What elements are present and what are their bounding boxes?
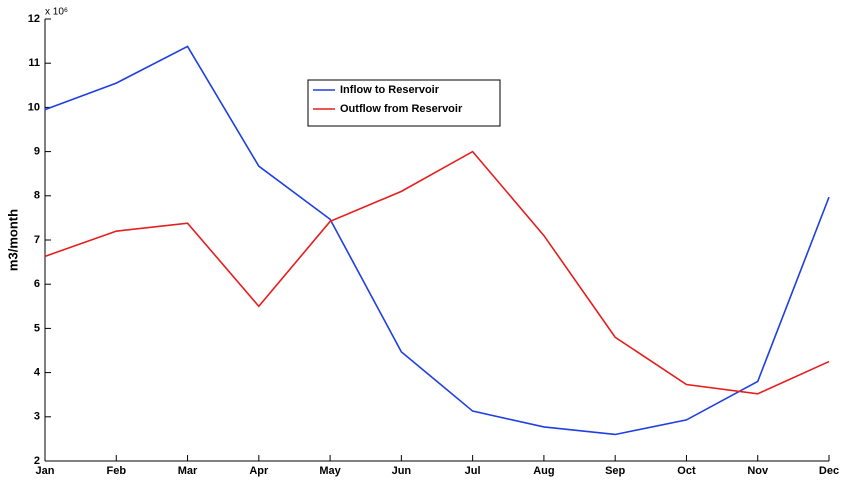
y-tick-label: 3 [34, 411, 40, 423]
x-tick-label: Sep [605, 465, 625, 477]
legend-box [307, 79, 501, 127]
x-tick-label: Feb [106, 465, 126, 477]
y-tick-label: 4 [34, 367, 41, 379]
y-tick-label: 11 [28, 57, 40, 69]
x-tick-label: Jun [392, 465, 412, 477]
series-line [44, 150, 830, 395]
legend-label: Inflow to Reservoir [340, 84, 440, 96]
y-tick-label: 12 [28, 13, 40, 25]
legend-label: Outflow from Reservoir [340, 103, 463, 115]
y-axis-label: m3/month [5, 209, 20, 271]
x-tick-label: May [319, 465, 341, 477]
y-tick-label: 10 [28, 101, 40, 113]
x-tick-label: Jul [465, 465, 481, 477]
y-tick-label: 2 [34, 455, 40, 467]
y-multiplier: x 10⁶ [45, 7, 68, 18]
x-tick-label: Nov [747, 465, 769, 477]
y-tick-label: 8 [34, 190, 40, 202]
x-tick-label: Jan [36, 465, 55, 477]
y-tick-label: 9 [34, 146, 40, 158]
y-tick-label: 5 [34, 322, 40, 334]
x-tick-label: Mar [178, 465, 198, 477]
x-tick-label: Apr [249, 465, 269, 477]
x-tick-label: Aug [533, 465, 554, 477]
y-tick-label: 6 [34, 278, 40, 290]
x-tick-label: Dec [819, 465, 839, 477]
x-tick-label: Oct [677, 465, 696, 477]
y-tick-label: 7 [34, 234, 40, 246]
series-line [44, 45, 830, 436]
